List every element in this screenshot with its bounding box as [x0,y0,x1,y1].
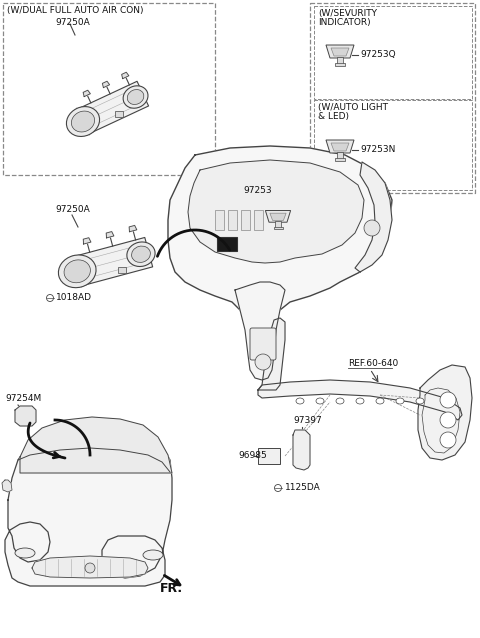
Circle shape [440,392,456,408]
Polygon shape [331,143,349,151]
Ellipse shape [64,260,90,283]
Circle shape [85,563,95,573]
Bar [217,237,237,251]
Circle shape [255,354,271,370]
Polygon shape [129,225,137,232]
Text: 97250A: 97250A [55,205,90,214]
Bar [3,3,215,175]
Text: 1018AD: 1018AD [56,293,92,302]
Bar [258,448,280,464]
Polygon shape [355,162,392,272]
Ellipse shape [132,246,150,262]
Text: 97254M: 97254M [5,394,41,403]
Ellipse shape [316,398,324,404]
Text: INDICATOR): INDICATOR) [318,18,371,27]
Bar [215,210,224,230]
Polygon shape [188,160,364,263]
Ellipse shape [123,85,148,108]
Ellipse shape [66,107,99,137]
Bar [335,63,345,66]
Polygon shape [75,81,149,135]
Ellipse shape [376,398,384,404]
Polygon shape [15,406,36,426]
Text: 97397: 97397 [293,416,322,425]
Text: FR.: FR. [160,582,183,595]
Ellipse shape [356,398,364,404]
Polygon shape [235,282,285,380]
Polygon shape [326,140,354,153]
Circle shape [440,432,456,448]
Text: REF.60-640: REF.60-640 [348,359,398,368]
Text: (W/DUAL FULL AUTO AIR CON): (W/DUAL FULL AUTO AIR CON) [7,6,144,15]
Polygon shape [2,480,12,492]
Bar [314,100,472,190]
Text: (W/AUTO LIGHT: (W/AUTO LIGHT [318,103,388,112]
Polygon shape [265,211,290,222]
Ellipse shape [127,242,155,267]
Polygon shape [331,48,349,56]
Text: (W/SEVURITY: (W/SEVURITY [318,9,377,18]
Polygon shape [5,424,172,586]
Polygon shape [102,81,109,87]
Text: 96985: 96985 [238,452,267,461]
Ellipse shape [396,398,404,404]
Ellipse shape [59,255,96,288]
Ellipse shape [296,398,304,404]
Polygon shape [418,365,472,460]
Bar [335,158,345,161]
Ellipse shape [336,398,344,404]
Polygon shape [121,72,129,78]
Text: 1125DA: 1125DA [285,484,321,493]
Polygon shape [72,237,153,286]
Bar [18,409,30,419]
Polygon shape [83,90,90,96]
Polygon shape [83,238,91,244]
Circle shape [440,412,456,428]
Bar [337,152,343,159]
Bar [241,210,250,230]
Bar [119,267,126,273]
Polygon shape [106,232,114,238]
Ellipse shape [15,548,35,558]
Bar [337,57,343,64]
Polygon shape [258,380,462,420]
Polygon shape [258,318,285,390]
Bar [228,210,237,230]
Polygon shape [270,213,286,220]
Polygon shape [326,45,354,58]
Polygon shape [293,430,310,470]
Polygon shape [32,556,148,578]
Ellipse shape [416,398,424,404]
FancyBboxPatch shape [250,328,276,360]
Ellipse shape [72,111,95,132]
Circle shape [364,220,380,236]
Text: 97250A: 97250A [55,18,90,27]
Text: 97253: 97253 [244,186,272,195]
Ellipse shape [143,550,163,560]
Text: 97253Q: 97253Q [360,50,396,59]
Text: 97253N: 97253N [360,145,396,154]
Text: & LED): & LED) [318,112,349,121]
Bar [276,221,281,228]
Bar [314,6,472,99]
Bar [115,111,123,117]
Ellipse shape [127,89,144,105]
Bar [310,3,475,193]
Polygon shape [20,417,172,473]
Bar [274,226,283,230]
Polygon shape [168,146,392,320]
Bar [254,210,263,230]
